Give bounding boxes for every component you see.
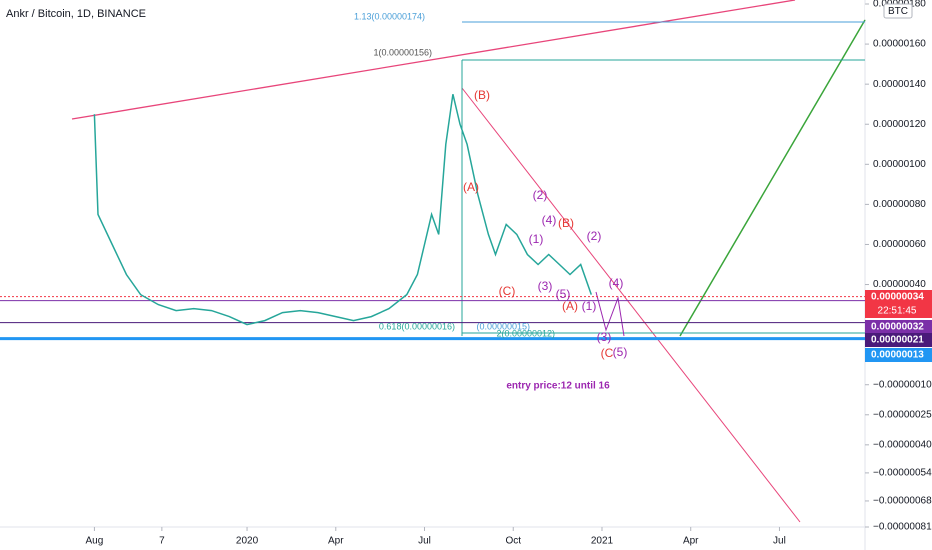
price-tag — [865, 290, 932, 304]
x-tick-label: Apr — [328, 536, 344, 547]
x-tick-label: 2020 — [236, 536, 259, 547]
y-tick-label: −0.00000040 — [873, 439, 932, 450]
annotation: (B) — [474, 88, 490, 102]
chart-title: Ankr / Bitcoin, 1D, BINANCE — [6, 8, 146, 20]
annotation: (2) — [533, 188, 548, 202]
annotation: entry price:12 until 16 — [506, 381, 610, 392]
price-tag — [865, 348, 932, 362]
y-tick-label: −0.00000025 — [873, 409, 932, 420]
annotation: (5) — [556, 287, 571, 301]
x-tick-label: Jul — [418, 536, 431, 547]
trend-line — [71, 0, 796, 120]
x-tick-label: Jul — [773, 536, 786, 547]
annotation: 1(0.00000156) — [373, 47, 432, 57]
x-tick-label: Aug — [86, 536, 104, 547]
price-line-series — [93, 94, 593, 326]
y-tick-label: −0.00000054 — [873, 468, 932, 479]
price-tag-label: 0.00000034 — [871, 292, 924, 303]
y-tick-label: 0.00000060 — [873, 239, 926, 250]
annotation: (3) — [538, 279, 553, 293]
y-tick-label: 0.00000120 — [873, 119, 926, 130]
annotation: (A) — [463, 180, 479, 194]
currency-badge: BTC — [888, 6, 908, 17]
price-tag — [865, 333, 932, 347]
annotation: 1.13(0.00000174) — [354, 11, 425, 21]
annotation: (4) — [542, 213, 557, 227]
annotation: (1) — [582, 299, 597, 313]
annotation: (A) — [562, 299, 578, 313]
wave-path — [595, 291, 625, 337]
y-tick-label: −0.00000081 — [873, 522, 932, 533]
y-tick-label: 0.00000040 — [873, 279, 926, 290]
price-tag-label: 0.00000021 — [871, 335, 924, 346]
y-tick-label: −0.00000068 — [873, 496, 932, 507]
y-tick-label: 0.00000100 — [873, 159, 926, 170]
y-tick-label: 0.00000160 — [873, 39, 926, 50]
x-tick-label: Oct — [505, 536, 521, 547]
y-tick-label: −0.00000010 — [873, 379, 932, 390]
annotation: (0.00000015) — [476, 321, 530, 331]
annotation: 0.618(0.00000016) — [379, 321, 455, 331]
annotation: (3) — [597, 330, 612, 344]
x-tick-label: 2021 — [591, 536, 614, 547]
price-tag-label: 0.00000013 — [871, 350, 924, 361]
y-tick-label: 0.00000140 — [873, 79, 926, 90]
y-tick-label: 0.00000080 — [873, 199, 926, 210]
annotation: (5) — [613, 345, 628, 359]
price-tag-label: 0.00000032 — [871, 322, 924, 333]
annotation: (4) — [609, 276, 624, 290]
annotation: 2(0.00000012) — [496, 328, 555, 338]
annotation: (B) — [558, 216, 574, 230]
x-tick-label: 7 — [159, 536, 165, 547]
trend-line — [461, 87, 801, 523]
projection-line — [679, 19, 866, 337]
countdown-tag — [865, 304, 932, 318]
x-tick-label: Apr — [683, 536, 699, 547]
badge — [883, 3, 913, 19]
price-tag — [865, 320, 932, 334]
annotation: (1) — [529, 232, 544, 246]
annotation: (C — [601, 346, 614, 360]
countdown: 22:51:45 — [878, 306, 917, 317]
annotation: (C) — [499, 284, 516, 298]
annotation: (2) — [587, 229, 602, 243]
